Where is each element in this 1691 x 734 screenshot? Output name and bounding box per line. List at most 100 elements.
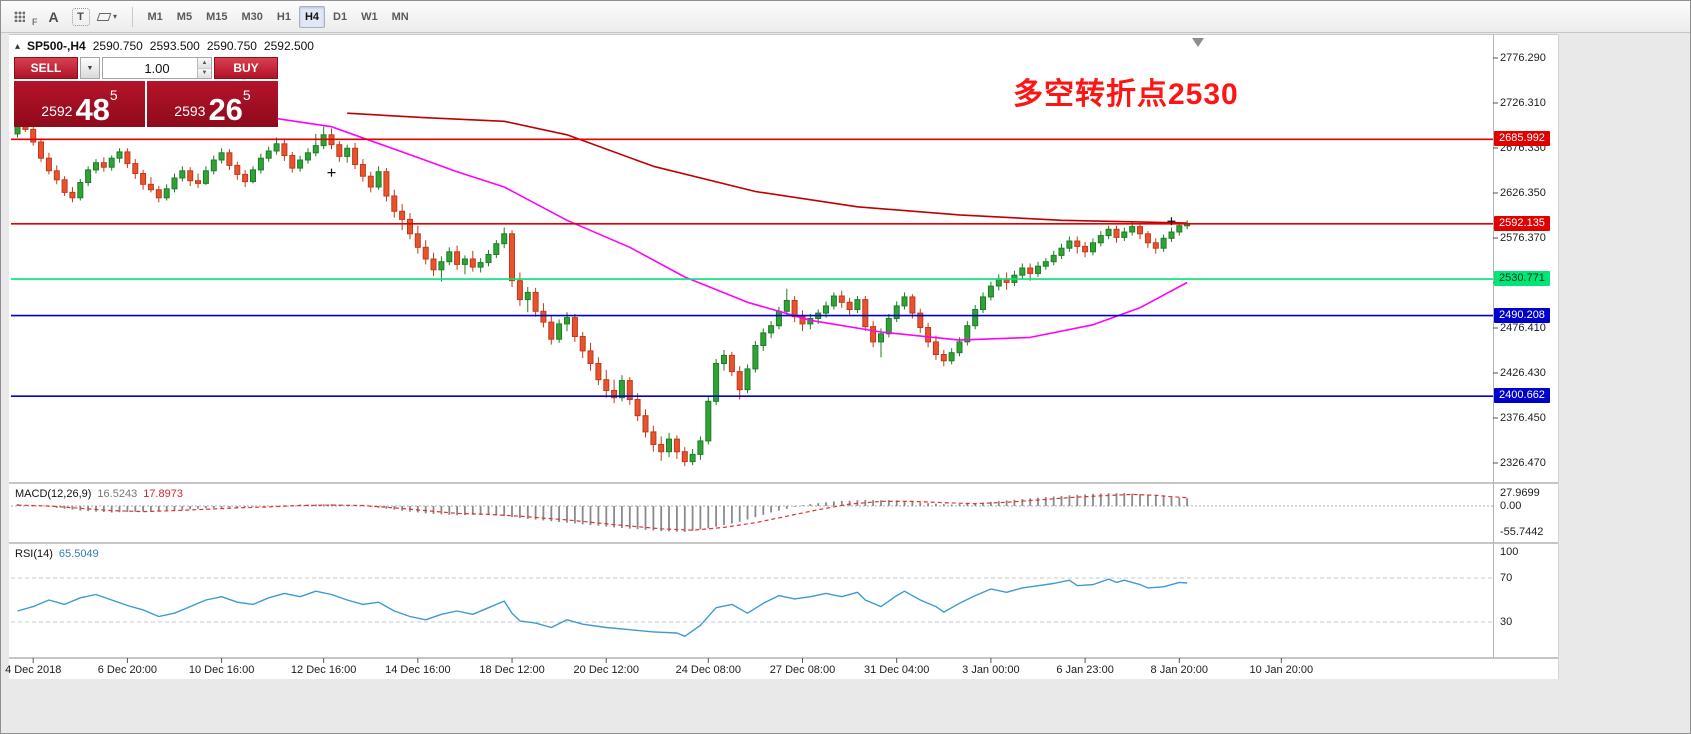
candle-body — [273, 143, 280, 152]
candle-body — [618, 380, 625, 399]
macd-indicator-label: MACD(12,26,9) 16.5243 17.8973 — [15, 488, 183, 500]
candle-body — [116, 151, 123, 159]
candle-body — [791, 300, 798, 318]
candle-body — [736, 371, 743, 391]
candle-body — [226, 152, 233, 166]
candle-body — [1090, 242, 1096, 253]
timeframe-h1[interactable]: H1 — [276, 10, 291, 23]
candle-body — [250, 169, 256, 183]
candle-body — [1042, 261, 1049, 267]
time-axis[interactable] — [9, 658, 1493, 679]
ask-prefix: 2593 — [174, 103, 206, 119]
text-label-tool-icon[interactable]: T — [71, 7, 90, 26]
candle-body — [673, 438, 680, 453]
objects-list-icon[interactable]: ▾ — [96, 5, 120, 29]
spinner-down-button[interactable]: ▼ — [198, 68, 211, 78]
timeframe-group: M1 M5 M15 M30 H1 H4 D1 W1 MN — [142, 5, 417, 28]
timeframe-h4[interactable]: H4 — [298, 5, 325, 28]
candle-body — [336, 144, 343, 157]
bid-quote-button[interactable]: 2592 48 5 — [14, 81, 145, 127]
candle-body — [611, 390, 618, 399]
candle-body — [838, 295, 845, 303]
candle-body — [760, 332, 767, 346]
candle-body — [783, 300, 790, 312]
candle-body — [744, 368, 751, 391]
timeframe-m15[interactable]: M15 — [206, 10, 228, 23]
candle-body — [987, 285, 994, 298]
candle-body — [501, 233, 508, 245]
timeframe-m30[interactable]: M30 — [241, 10, 263, 23]
candle-body — [1019, 267, 1026, 276]
price-axis[interactable] — [1494, 34, 1559, 658]
candle-body — [1168, 231, 1175, 239]
timeframe-w1[interactable]: W1 — [361, 10, 378, 23]
candle-body — [1113, 228, 1120, 238]
candle-body — [799, 316, 806, 325]
ohlc-open: 2590.750 — [92, 39, 143, 53]
candle-body — [775, 310, 782, 327]
candle-body — [446, 251, 453, 263]
sell-button[interactable]: SELL — [14, 57, 78, 79]
candle-body — [956, 341, 963, 354]
buy-button[interactable]: BUY — [214, 57, 278, 79]
chevron-down-icon: ▾ — [112, 12, 117, 21]
candle-body — [587, 350, 594, 364]
candle-body — [854, 299, 861, 311]
candle-body — [257, 157, 264, 171]
candle-body — [1160, 237, 1167, 249]
candle-body — [532, 291, 539, 312]
timeframe-mn[interactable]: MN — [391, 10, 409, 23]
spinner-up-button[interactable]: ▲ — [198, 58, 211, 69]
candle-body — [414, 233, 421, 248]
candle-body — [163, 188, 170, 199]
toolbar-icons: F A T ▾ — [7, 5, 123, 29]
ask-quote-button[interactable]: 2593 26 5 — [147, 81, 278, 127]
timeframe-d1[interactable]: D1 — [333, 10, 348, 23]
candle-body — [1050, 254, 1057, 263]
panel-collapse-icon[interactable]: ▴ — [15, 40, 21, 52]
candle-body — [870, 326, 877, 343]
chart-shift-marker[interactable] — [1192, 38, 1204, 47]
candle-body — [407, 218, 413, 235]
tile-windows-icon[interactable] — [7, 5, 31, 29]
candle-body — [171, 177, 178, 190]
rsi-name: RSI(14) — [15, 548, 53, 560]
candle-body — [485, 254, 492, 264]
candle-body — [461, 258, 468, 265]
candle-body — [878, 333, 884, 343]
ma-fast-line — [276, 117, 1188, 341]
ask-superscript: 5 — [242, 87, 251, 103]
volume-preset-dropdown[interactable]: ▼ — [80, 57, 100, 79]
cross-marker — [327, 168, 336, 177]
candle-body — [603, 379, 610, 392]
timeframe-m5[interactable]: M5 — [176, 10, 193, 23]
volume-field[interactable]: 1.00 ▲ ▼ — [102, 57, 212, 79]
candle-body — [1152, 242, 1159, 249]
candle-body — [367, 175, 374, 188]
candle-body — [885, 318, 892, 335]
candle-body — [477, 262, 484, 268]
candle-body — [697, 440, 704, 455]
candle-body — [901, 296, 908, 307]
candle-body — [1176, 225, 1183, 233]
candle-body — [234, 164, 241, 175]
candle-body — [925, 327, 932, 343]
candle-body — [705, 400, 712, 442]
candle-body — [524, 291, 531, 301]
candle-body — [69, 191, 76, 199]
ask-big-digits: 26 — [208, 91, 243, 127]
candle-body — [454, 251, 461, 265]
annotation-tool-icon[interactable]: A — [48, 8, 59, 25]
candle-body — [53, 170, 60, 181]
candle-body — [556, 323, 563, 340]
candle-body — [108, 157, 115, 168]
candle-body — [1097, 235, 1104, 244]
candle-body — [1035, 265, 1041, 274]
timeframe-m1[interactable]: M1 — [147, 10, 163, 23]
candle-body — [893, 305, 900, 319]
dot-grid-glyph — [13, 11, 25, 22]
candle-body — [77, 182, 84, 199]
candle-body — [548, 321, 555, 340]
rsi-line — [17, 578, 1188, 637]
